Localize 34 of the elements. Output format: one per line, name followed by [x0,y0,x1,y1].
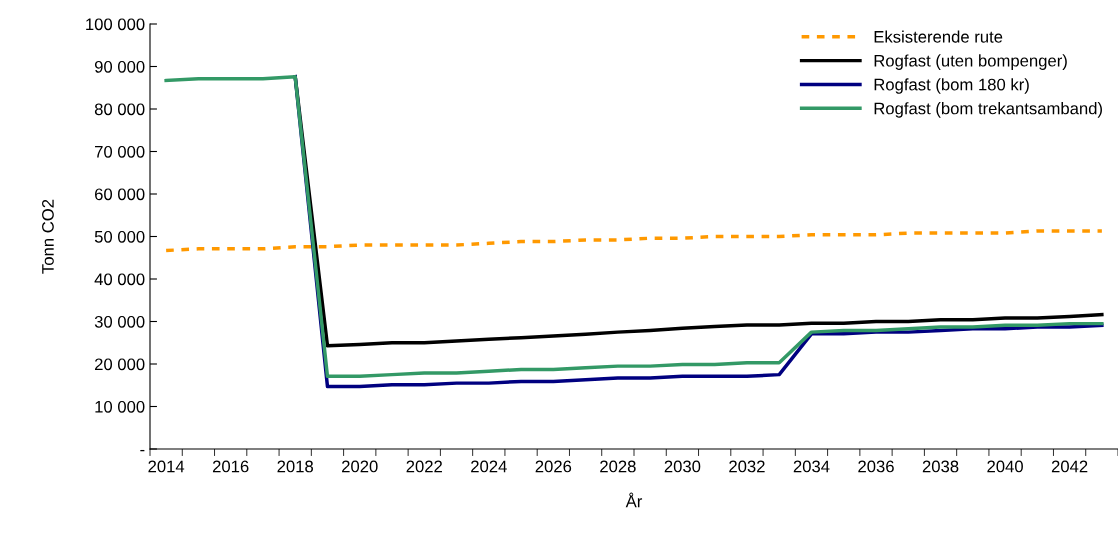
x-tick-label: 2036 [858,460,894,473]
y-tick-label: 90 000 [94,60,145,73]
x-tick-label: 2024 [471,460,507,473]
x-tick-label: 2040 [987,460,1023,473]
x-tick-label: 2022 [406,460,442,473]
x-tick-label: 2034 [793,460,830,473]
y-tick-label: 10 000 [95,400,145,413]
x-tick-label: 2018 [277,460,314,473]
x-tick-label: 2026 [535,460,572,473]
x-axis-title: År [625,492,643,508]
line-series [164,229,1104,253]
x-tick-label: 2014 [148,460,185,473]
line-series [164,74,1104,379]
x-tick-label: 2030 [664,460,701,473]
x-tick-label: 2020 [342,460,378,473]
y-tick-label: - [140,449,145,452]
x-tick-label: 2032 [729,460,765,473]
legend-label: Rogfast (uten bompenger) [874,54,1067,70]
y-tick-label: 40 000 [94,273,145,286]
x-tick-label: 2016 [212,460,249,473]
legend-label: Rogfast (bom trekantsamband) [874,102,1102,118]
y-tick-label: 70 000 [95,145,145,158]
x-tick-label: 2028 [600,460,636,473]
x-tick-label: 2038 [922,460,959,473]
y-tick-label: 100 000 [86,18,145,31]
y-axis-title: Tonn CO2 [42,199,54,274]
y-tick-label: 50 000 [94,230,145,243]
y-tick-label: 20 000 [95,358,145,371]
legend-label: Rogfast (bom 180 kr) [874,78,1029,94]
x-tick-label: 2042 [1051,460,1088,473]
legend-label: Eksisterende rute [874,30,1003,43]
y-tick-label: 80 000 [94,103,145,116]
y-tick-label: 60 000 [95,188,145,201]
y-tick-label: 30 000 [94,315,145,328]
